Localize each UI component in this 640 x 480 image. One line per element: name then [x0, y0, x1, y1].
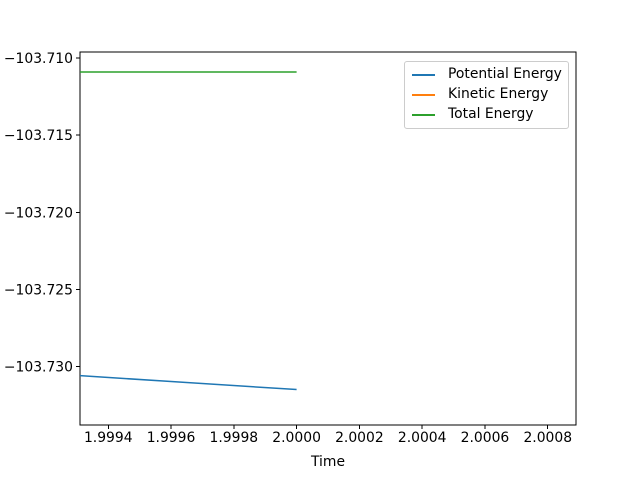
legend-entry: Total Energy: [412, 105, 560, 125]
legend-line-sample: [412, 114, 435, 116]
x-tick-label: 2.0000: [272, 430, 321, 446]
axes-spines: [79, 51, 577, 426]
y-tick-label: −103.725: [4, 282, 73, 298]
x-tick-label: 1.9996: [147, 430, 196, 446]
legend-line-sample: [412, 74, 435, 76]
x-tick-label: 1.9994: [84, 430, 133, 446]
legend-entry-label: Total Energy: [448, 106, 534, 123]
y-tick-label: −103.715: [4, 128, 73, 144]
x-tick-label: 1.9998: [210, 430, 259, 446]
legend-entry: Kinetic Energy: [412, 85, 560, 105]
y-tick-label: −103.710: [4, 51, 73, 67]
legend-entry-label: Potential Energy: [448, 66, 562, 83]
legend: Potential Energy Kinetic Energy Total Ener…: [404, 61, 569, 129]
x-axis-label: Time: [310, 454, 345, 470]
y-tick-label: −103.730: [4, 359, 73, 375]
legend-entry-label: Kinetic Energy: [448, 86, 549, 103]
y-tick-label: −103.720: [4, 205, 73, 221]
x-tick-label: 2.0006: [461, 430, 510, 446]
x-tick-label: 2.0004: [398, 430, 447, 446]
legend-line-sample: [412, 94, 435, 96]
legend-entry: Potential Energy: [412, 65, 562, 85]
x-tick-label: 2.0002: [335, 430, 384, 446]
series-line-potential-energy: [79, 374, 297, 391]
x-tick-label: 2.0008: [523, 430, 572, 446]
